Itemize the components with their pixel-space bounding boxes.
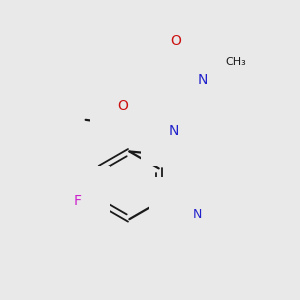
Text: F: F <box>74 194 82 208</box>
Text: CH₃: CH₃ <box>226 57 246 67</box>
Text: O: O <box>170 34 181 48</box>
Text: O: O <box>217 103 227 116</box>
Text: C: C <box>174 202 183 215</box>
Text: N: N <box>168 124 179 138</box>
Text: O: O <box>118 99 128 113</box>
Text: N: N <box>192 208 202 221</box>
Text: N: N <box>198 73 208 87</box>
